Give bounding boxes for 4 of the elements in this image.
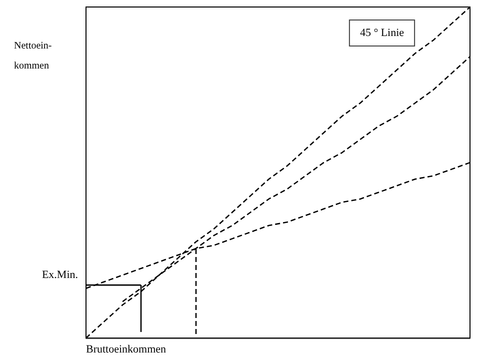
x-axis-title: Bruttoeinkommen: [86, 344, 167, 356]
text: Ex.Min.: [42, 269, 78, 282]
annotation: 45 ° Linie: [360, 27, 404, 39]
y-axis-title: Nettoein- kommen: [14, 40, 52, 72]
